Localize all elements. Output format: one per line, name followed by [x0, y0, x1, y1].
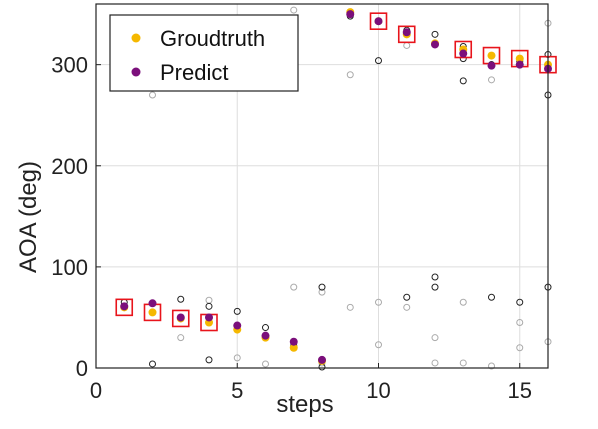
candidate-marker-dark [205, 356, 213, 364]
point-predict [120, 302, 129, 311]
candidate-marker-light [403, 41, 411, 49]
x-tick-label: 5 [231, 378, 243, 403]
point-predict [515, 60, 524, 69]
candidate-marker-light [488, 76, 495, 84]
point-groudtruth [487, 51, 496, 60]
candidate-marker-light [177, 334, 185, 342]
point-predict [289, 337, 298, 346]
point-predict [459, 49, 468, 58]
point-predict [176, 313, 185, 322]
candidate-marker-dark [431, 273, 439, 281]
candidate-marker-light [488, 362, 495, 370]
point-predict [431, 40, 439, 49]
legend-label-predict: Predict [160, 60, 228, 85]
candidate-marker-dark [488, 293, 495, 301]
candidate-marker-light [375, 298, 382, 306]
candidate-marker-light [346, 303, 354, 311]
y-tick-label: 0 [76, 356, 88, 381]
candidate-marker-dark [318, 283, 326, 291]
candidate-marker-light [205, 296, 213, 304]
point-predict [346, 10, 355, 19]
x-tick-label: 10 [366, 378, 390, 403]
y-tick-label: 200 [51, 154, 88, 179]
point-predict [205, 313, 213, 322]
candidate-marker-light [290, 6, 298, 14]
candidate-marker-dark [233, 307, 241, 315]
candidate-marker-light [516, 344, 524, 352]
y-axis-label: AOA (deg) [15, 161, 42, 273]
legend-box [109, 14, 299, 92]
y-tick-label: 100 [51, 255, 88, 280]
point-predict [233, 321, 242, 330]
candidate-marker-dark [262, 324, 269, 332]
axis-ticks: 0 5 10 15 0 100 200 300 [51, 53, 532, 403]
plot-frame [95, 3, 549, 369]
candidate-marker-light [346, 71, 354, 79]
candidate-marker-light [290, 283, 298, 291]
candidate-marker-dark [205, 302, 213, 310]
highlight-box [115, 298, 134, 317]
candidate-marker-dark [431, 30, 439, 38]
candidate-marker-light [149, 91, 156, 99]
candidate-marker-light [516, 319, 524, 326]
candidate-marker-light [375, 341, 382, 349]
x-tick-label: 15 [508, 378, 532, 403]
candidate-marker-light [431, 334, 439, 342]
highlight-box [369, 12, 388, 30]
candidate-marker-dark [516, 298, 524, 306]
y-tick-label: 300 [51, 53, 88, 78]
candidate-marker-light [318, 288, 326, 296]
point-predict [374, 17, 383, 26]
point-predict [261, 331, 270, 340]
candidate-marker-dark [431, 283, 439, 291]
x-axis-label: steps [276, 391, 333, 418]
legend-label-groudtruth: Groudtruth [160, 26, 265, 51]
candidate-marker-light [459, 298, 467, 306]
candidate-marker-light [403, 303, 411, 311]
candidate-marker-dark [403, 293, 411, 301]
highlight-box [171, 309, 190, 328]
candidate-marker-light [262, 360, 269, 368]
point-predict [402, 28, 411, 37]
point-predict [318, 355, 326, 364]
candidate-marker-light [233, 354, 241, 362]
candidate-marker-dark [149, 360, 156, 368]
point-groudtruth [515, 54, 524, 63]
highlight-box [397, 25, 416, 44]
legend-marker-groudtruth [131, 33, 141, 43]
candidate-marker-dark [459, 77, 467, 85]
point-groudtruth [289, 343, 298, 352]
x-tick-label: 0 [90, 378, 102, 403]
legend-marker-predict [131, 67, 141, 77]
point-predict [487, 61, 496, 70]
point-groudtruth [148, 308, 157, 317]
candidate-marker-light [459, 359, 467, 367]
point-predict [148, 299, 157, 308]
candidate-marker-dark [177, 295, 185, 303]
candidate-marker-light [431, 359, 439, 367]
legend: Groudtruth Predict [109, 14, 299, 92]
candidate-marker-dark [375, 57, 382, 65]
